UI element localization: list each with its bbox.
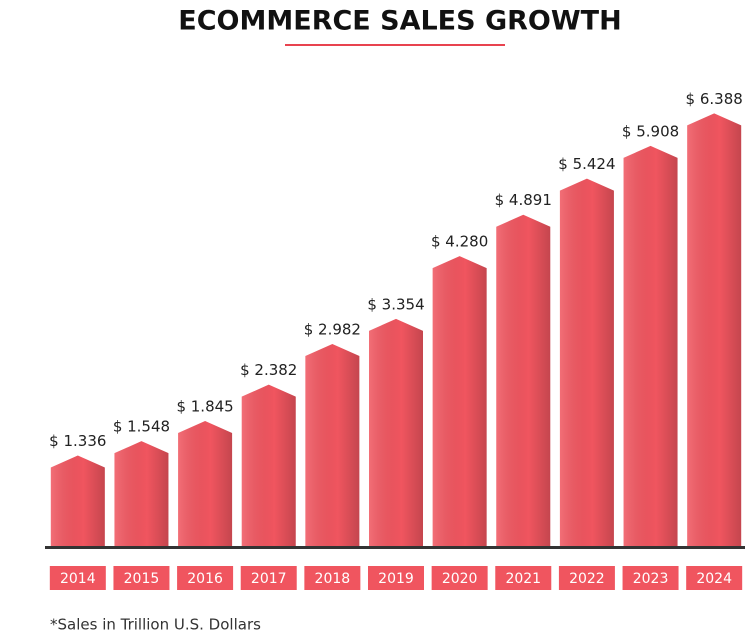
baseline xyxy=(45,546,745,549)
x-tick-label: 2021 xyxy=(505,571,541,587)
year-box xyxy=(622,566,679,590)
x-tick-label: 2022 xyxy=(569,571,605,587)
bar-shade xyxy=(178,421,233,546)
bar-shade xyxy=(241,384,296,546)
bar-shade xyxy=(496,214,551,546)
value-label: $ 2.382 xyxy=(240,361,297,379)
value-label: $ 1.336 xyxy=(49,432,106,450)
x-tick-label: 2023 xyxy=(633,571,669,587)
year-box xyxy=(431,566,488,590)
value-label: $ 1.845 xyxy=(176,398,233,416)
bar-shade xyxy=(559,178,614,546)
year-box xyxy=(368,566,424,590)
value-label: $ 1.548 xyxy=(113,418,170,436)
x-tick-label: 2020 xyxy=(442,571,478,587)
bar-shade xyxy=(305,344,360,546)
x-tick-label: 2014 xyxy=(60,571,96,587)
title-underline xyxy=(285,44,505,46)
bar-shade xyxy=(623,145,678,546)
bar-shade xyxy=(369,318,423,546)
bar-shade xyxy=(687,113,742,546)
year-box xyxy=(686,566,743,590)
x-tick-label: 2024 xyxy=(696,571,732,587)
year-box xyxy=(240,566,297,590)
footnote: *Sales in Trillion U.S. Dollars xyxy=(50,616,261,634)
value-label: $ 4.891 xyxy=(495,191,552,209)
year-box xyxy=(49,566,106,590)
bar-shade xyxy=(432,256,487,546)
chart-title: ECOMMERCE SALES GROWTH xyxy=(178,6,621,37)
bar-shade xyxy=(114,441,169,546)
value-label: $ 3.354 xyxy=(367,295,424,313)
value-label: $ 6.388 xyxy=(686,90,743,108)
bar-shade xyxy=(50,455,105,546)
x-tick-label: 2018 xyxy=(315,571,351,587)
year-box xyxy=(495,566,552,590)
x-tick-label: 2017 xyxy=(251,571,287,587)
value-label: $ 5.908 xyxy=(622,122,679,140)
year-box xyxy=(304,566,361,590)
x-tick-label: 2019 xyxy=(378,571,414,587)
value-label: $ 5.424 xyxy=(558,155,615,173)
value-label: $ 4.280 xyxy=(431,233,488,251)
year-box xyxy=(558,566,615,590)
x-tick-label: 2016 xyxy=(187,571,223,587)
year-box xyxy=(113,566,170,590)
value-label: $ 2.982 xyxy=(304,321,361,339)
x-tick-label: 2015 xyxy=(124,571,160,587)
year-box xyxy=(177,566,234,590)
